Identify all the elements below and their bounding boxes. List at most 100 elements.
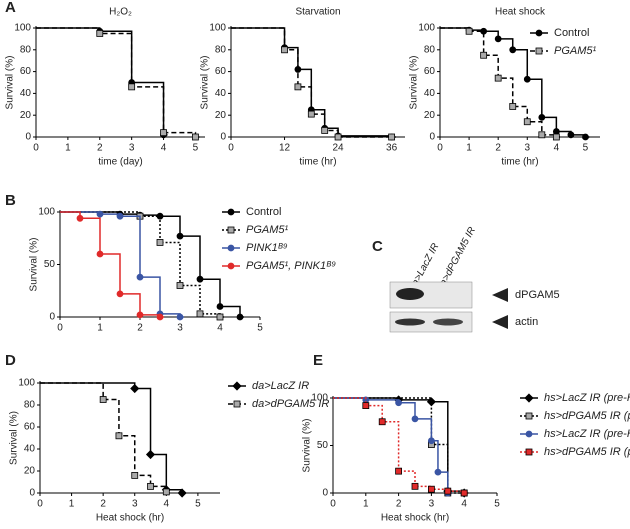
y-tick-label: 60: [24, 422, 36, 433]
marker: [294, 83, 302, 91]
survival-line: [60, 211, 184, 318]
marker: [176, 282, 184, 289]
y-axis-label: Survival (%): [5, 56, 16, 110]
x-axis-label: Heat shock (hr): [96, 513, 164, 524]
marker: [444, 487, 452, 495]
panel-letter: E: [313, 352, 323, 369]
y-tick-label: 0: [220, 132, 226, 143]
marker: [281, 46, 288, 54]
marker: [494, 74, 502, 82]
x-tick-label: 2: [97, 143, 103, 154]
x-tick-label: 0: [437, 143, 443, 154]
marker: [494, 35, 502, 43]
x-tick-label: 5: [494, 499, 500, 510]
x-tick-label: 1: [65, 143, 71, 154]
x-tick-label: 1: [69, 499, 75, 510]
x-tick-label: 4: [217, 323, 223, 334]
x-tick-label: 5: [257, 323, 263, 334]
marker: [582, 133, 589, 141]
y-tick-label: 20: [24, 466, 36, 477]
y-tick-label: 100: [38, 207, 55, 218]
marker: [131, 471, 139, 479]
y-axis-label: Survival (%): [302, 419, 313, 473]
x-tick-label: 4: [161, 143, 167, 154]
x-tick-label: 4: [554, 143, 560, 154]
y-tick-label: 40: [20, 88, 32, 99]
chart-panel: Starvation 0 12 24 36 0 20 40 60 80 100 time (hr) Su…: [200, 7, 405, 168]
western-blot: C da>LacZ IR da>dPGAM5 IR dPGAM5 actin: [372, 225, 560, 333]
legend-label: hs>LacZ IR (pre-HS –): [544, 392, 630, 404]
x-axis-label: time (hr): [501, 157, 538, 168]
marker: [395, 399, 403, 407]
legend-label: PINK1ᴮ⁹: [246, 242, 288, 254]
survival-line: [36, 27, 168, 136]
marker: [525, 448, 533, 456]
marker: [434, 468, 442, 476]
marker: [395, 467, 403, 475]
arrow: [492, 315, 508, 329]
marker: [177, 488, 187, 498]
x-axis-label: Heat shock (hr): [381, 513, 449, 524]
marker: [388, 133, 396, 141]
x-tick-label: 2: [396, 499, 402, 510]
x-tick-label: 1: [466, 143, 472, 154]
y-axis-label: Survival (%): [200, 56, 211, 110]
chart-title: H₂O₂: [109, 7, 132, 18]
chart-panel: A H₂O₂ 0 1 2 3 4 5 0 20 40 60 80 100 time (day) Surviva…: [5, 0, 205, 168]
legend-label: PGAM5¹: [246, 224, 289, 236]
y-tick-label: 60: [424, 66, 436, 77]
marker: [130, 383, 140, 394]
y-tick-label: 20: [215, 110, 227, 121]
survival-line: [333, 397, 452, 494]
marker: [362, 402, 370, 410]
marker: [236, 313, 244, 321]
y-tick-label: 80: [20, 44, 32, 55]
x-tick-label: 0: [57, 323, 63, 334]
x-tick-label: 36: [386, 143, 398, 154]
marker: [525, 412, 533, 420]
marker: [147, 482, 154, 490]
survival-line: [60, 211, 244, 318]
x-tick-label: 0: [228, 143, 234, 154]
survival-line: [60, 211, 164, 318]
band: [395, 318, 425, 326]
marker: [567, 131, 575, 139]
survival-line: [440, 27, 561, 138]
legend-label: da>dPGAM5 IR: [252, 398, 329, 410]
marker: [176, 232, 184, 240]
marker: [411, 482, 419, 490]
survival-line: [231, 27, 396, 138]
marker: [96, 210, 104, 218]
marker: [96, 250, 104, 258]
chart-panel: Heat shock 0 1 2 3 4 5 0 20 40 60 80 100 time (hr) Sur…: [409, 7, 600, 168]
marker: [378, 418, 386, 426]
y-tick-label: 40: [424, 88, 436, 99]
x-tick-label: 4: [461, 499, 467, 510]
marker: [145, 449, 156, 460]
x-tick-label: 1: [363, 499, 369, 510]
marker: [480, 51, 488, 59]
marker: [509, 103, 517, 110]
x-tick-label: 3: [132, 499, 138, 510]
marker: [116, 290, 124, 298]
marker: [232, 381, 242, 391]
y-tick-label: 0: [49, 312, 55, 323]
marker: [136, 311, 144, 319]
arrow: [492, 288, 508, 302]
x-tick-label: 2: [100, 499, 106, 510]
legend-label: hs>LacZ IR (pre-HS +): [544, 428, 630, 440]
marker: [128, 83, 136, 91]
survival-line: [333, 397, 469, 494]
x-tick-label: 1: [97, 323, 103, 334]
marker: [538, 113, 546, 121]
chart-title: Heat shock: [495, 7, 546, 18]
marker: [535, 47, 543, 55]
marker: [76, 214, 84, 222]
x-tick-label: 3: [177, 323, 183, 334]
marker: [427, 485, 435, 493]
marker: [535, 29, 543, 37]
y-tick-label: 50: [317, 440, 329, 451]
panel-letter: B: [5, 192, 16, 209]
marker: [115, 432, 123, 440]
marker: [426, 397, 436, 407]
